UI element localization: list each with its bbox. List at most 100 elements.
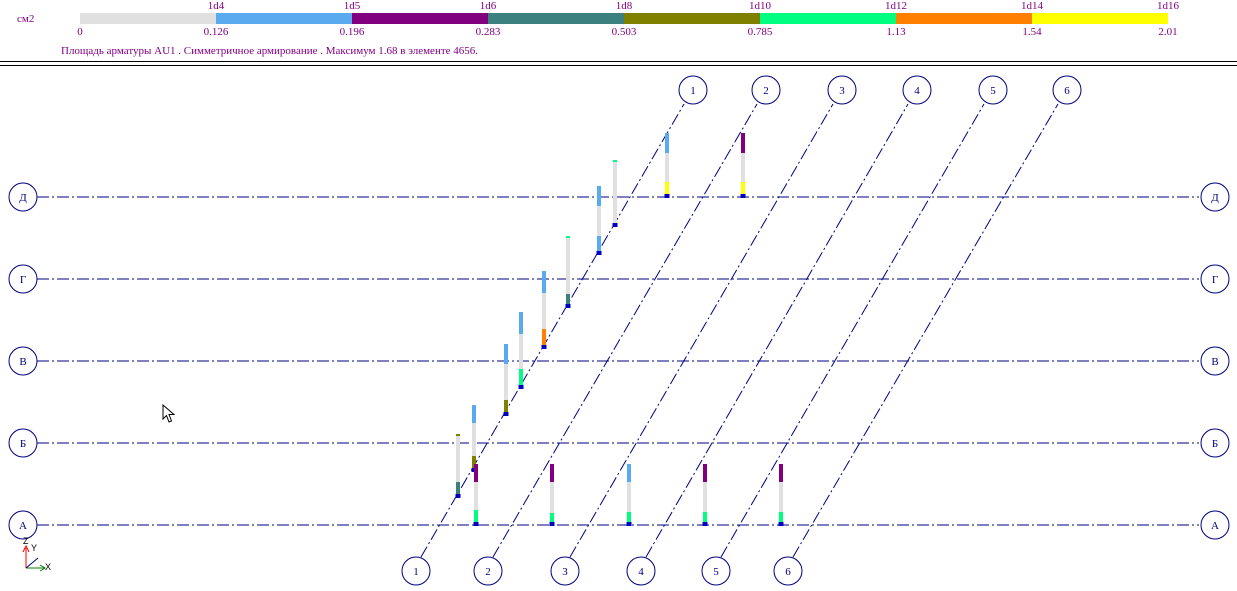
- row-axis-bubble-left[interactable]: [8, 346, 38, 376]
- reinforcement-area-segment: [519, 334, 523, 369]
- legend-value-label: 1.54: [1022, 26, 1042, 38]
- column-axis-label: 1: [690, 85, 696, 97]
- column-node-marker: [626, 522, 632, 526]
- legend-diameter-label: 1d14: [1021, 0, 1043, 12]
- column-axis-bubble-bottom[interactable]: [401, 556, 431, 586]
- row-axis-bubble-right[interactable]: [1200, 264, 1230, 294]
- reinforcement-column-glyph[interactable]: [518, 312, 524, 389]
- column-axis-label: 3: [562, 566, 568, 578]
- legend-diameter-label: 1d16: [1157, 0, 1179, 12]
- reinforcement-area-segment: [627, 464, 631, 482]
- legend-color-swatch: [896, 13, 1032, 24]
- row-axis-bubble-left[interactable]: [8, 182, 38, 212]
- reinforcement-area-segment: [472, 405, 476, 423]
- reinforcement-column-glyph[interactable]: [473, 464, 479, 526]
- reinforcement-area-segment: [741, 182, 745, 194]
- column-axis-bubble-bottom[interactable]: [550, 556, 580, 586]
- row-axis-bubble-right[interactable]: [1200, 346, 1230, 376]
- column-axis-bubble-top[interactable]: [978, 75, 1008, 105]
- reinforcement-area-segment: [566, 238, 570, 294]
- column-axis-line: [720, 103, 985, 558]
- column-axis-bubble-bottom[interactable]: [773, 556, 803, 586]
- legend-color-swatch: [216, 13, 352, 24]
- row-axis-bubble-left[interactable]: [8, 428, 38, 458]
- row-axis-label: Г: [1212, 274, 1218, 286]
- column-node-marker: [740, 194, 746, 198]
- legend-color-swatch: [80, 13, 216, 24]
- column-axis-label: 2: [763, 85, 769, 97]
- reinforcement-area-segment: [703, 512, 707, 522]
- column-node-marker: [518, 385, 524, 389]
- legend-color-swatch: [352, 13, 488, 24]
- column-axis-bubble-top[interactable]: [751, 75, 781, 105]
- column-axis-bubble-bottom[interactable]: [473, 556, 503, 586]
- column-node-marker: [549, 522, 555, 526]
- reinforcement-column-glyph[interactable]: [503, 344, 509, 416]
- column-node-marker: [778, 522, 784, 526]
- legend-diameter-label: 1d5: [343, 0, 361, 12]
- row-axis-bubble-right[interactable]: [1200, 510, 1230, 540]
- reinforcement-area-segment: [472, 423, 476, 456]
- column-axis-bubble-top[interactable]: [678, 75, 708, 105]
- row-axis-label: Д: [19, 192, 27, 204]
- row-axis-bubble-right[interactable]: [1200, 182, 1230, 212]
- reinforcement-column-glyph[interactable]: [702, 464, 708, 526]
- column-axis-label: 6: [1064, 85, 1070, 97]
- reinforcement-area-segment: [779, 482, 783, 512]
- legend-diameter-label: 1d8: [615, 0, 633, 12]
- reinforcement-area-segment: [665, 182, 669, 194]
- reinforcement-column-glyph[interactable]: [541, 271, 547, 349]
- reinforcement-column-glyph[interactable]: [549, 464, 555, 526]
- reinforcement-area-segment: [542, 329, 546, 345]
- reinforcement-area-segment: [665, 153, 669, 182]
- reinforcement-area-segment: [779, 464, 783, 482]
- row-axis-label: Д: [1211, 192, 1219, 204]
- column-axis-line: [645, 103, 909, 558]
- reinforcement-area-segment: [456, 436, 460, 482]
- column-axis-label: 3: [839, 85, 845, 97]
- reinforcement-area-segment: [550, 464, 554, 482]
- reinforcement-area-segment: [456, 434, 460, 436]
- reinforcement-area-segment: [566, 294, 570, 304]
- column-axis-bubble-top[interactable]: [902, 75, 932, 105]
- column-node-marker: [664, 194, 670, 198]
- row-axis-label: В: [19, 356, 26, 368]
- reinforcement-area-segment: [474, 482, 478, 510]
- legend-unit: см2: [17, 13, 35, 25]
- row-axis-label: Г: [20, 274, 26, 286]
- reinforcement-area-segment: [542, 271, 546, 293]
- column-axis-bubble-bottom[interactable]: [701, 556, 731, 586]
- column-axis-label: 4: [638, 566, 644, 578]
- row-axis-bubble-left[interactable]: [8, 264, 38, 294]
- reinforcement-column-glyph[interactable]: [455, 434, 461, 498]
- reinforcement-column-glyph[interactable]: [596, 186, 602, 255]
- column-axis-bubble-bottom[interactable]: [626, 556, 656, 586]
- reinforcement-column-glyph[interactable]: [664, 133, 670, 198]
- reinforcement-area-segment: [566, 236, 570, 238]
- result-caption: Площадь арматуры AU1 . Симметричное арми…: [61, 45, 479, 57]
- reinforcement-area-segment: [741, 133, 745, 153]
- row-axis-bubble-right[interactable]: [1200, 428, 1230, 458]
- column-axis-bubble-top[interactable]: [1052, 75, 1082, 105]
- reinforcement-area-segment: [550, 482, 554, 513]
- reinforcement-column-glyph[interactable]: [626, 464, 632, 526]
- column-axis-bubble-top[interactable]: [827, 75, 857, 105]
- reinforcement-column-glyph[interactable]: [740, 133, 746, 198]
- reinforcement-column-glyph[interactable]: [612, 160, 618, 227]
- reinforcement-area-segment: [504, 364, 508, 400]
- reinforcement-area-segment: [519, 369, 523, 385]
- reinforcement-column-glyph[interactable]: [778, 464, 784, 526]
- coordinate-axes-icon: Z Y X: [22, 536, 51, 572]
- reinforcement-column-glyph[interactable]: [565, 236, 571, 308]
- reinforcement-area-segment: [550, 513, 554, 522]
- column-axis-label: 4: [914, 85, 920, 97]
- row-axis-bubble-left[interactable]: [8, 510, 38, 540]
- separator-line: [0, 65, 1237, 66]
- reinforcement-area-segment: [703, 482, 707, 512]
- reinforcement-area-segment: [474, 464, 478, 482]
- column-node-marker: [455, 494, 461, 498]
- reinforcement-area-segment: [597, 206, 601, 236]
- reinforcement-column-glyph[interactable]: [471, 405, 477, 472]
- row-axis-label: Б: [1212, 438, 1218, 450]
